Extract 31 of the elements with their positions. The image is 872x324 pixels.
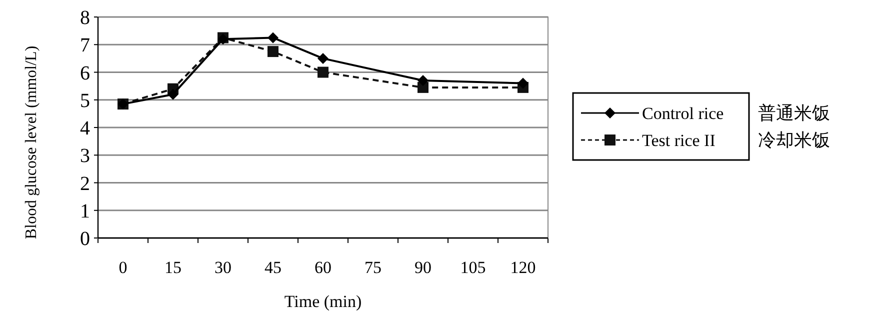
point	[518, 78, 528, 89]
x-axis-title: Time (min)	[284, 292, 362, 311]
y-tick-label: 1	[80, 200, 90, 222]
text: 冷却米饭	[758, 130, 830, 151]
point	[318, 52, 328, 64]
y-tick-label: 8	[80, 7, 90, 29]
x-tick-label: 75	[364, 258, 382, 277]
x-tick-label: 120	[510, 258, 536, 277]
legend-label: Test rice II	[642, 131, 716, 150]
text: 普通米饭	[758, 103, 830, 124]
y-tick-label: 6	[80, 62, 90, 84]
point	[168, 88, 178, 100]
x-tick-label: 90	[414, 258, 432, 277]
point	[268, 46, 278, 58]
y-tick-label: 7	[80, 34, 90, 57]
x-tick-label: 30	[214, 258, 232, 277]
x-tick-label: 60	[314, 258, 332, 277]
y-tick-label: 3	[80, 145, 90, 168]
point	[268, 32, 278, 44]
x-tick-label: 45	[264, 258, 282, 277]
y-tick-label: 0	[80, 228, 90, 250]
y-tick-label: 4	[80, 118, 90, 140]
x-tick-label: 0	[118, 258, 128, 277]
legend-label: Control rice	[642, 104, 724, 123]
x-tick-label: 105	[460, 258, 486, 277]
y-tick-label: 5	[80, 90, 90, 112]
point	[418, 75, 428, 86]
point	[318, 66, 328, 78]
x-tick-label: 15	[164, 258, 182, 277]
y-tick-label: 2	[80, 172, 90, 195]
y-axis-title: Blood glucose level (mmol/L)	[23, 46, 40, 240]
